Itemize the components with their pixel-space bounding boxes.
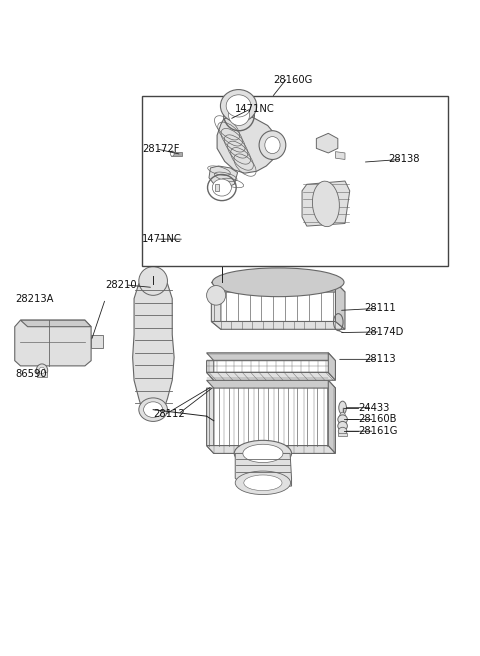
Polygon shape	[336, 282, 345, 329]
Polygon shape	[217, 113, 278, 173]
Text: 86590: 86590	[16, 369, 48, 379]
Polygon shape	[206, 373, 336, 380]
Ellipse shape	[235, 471, 290, 495]
Text: 28113: 28113	[364, 354, 396, 364]
Text: 28174D: 28174D	[364, 327, 404, 337]
Polygon shape	[328, 380, 336, 453]
Text: 28160B: 28160B	[359, 415, 397, 424]
Polygon shape	[328, 353, 336, 380]
Polygon shape	[211, 282, 345, 292]
Ellipse shape	[338, 415, 348, 424]
Ellipse shape	[228, 104, 250, 125]
Ellipse shape	[243, 444, 283, 462]
Polygon shape	[206, 353, 336, 361]
Polygon shape	[316, 133, 338, 153]
Ellipse shape	[212, 268, 344, 297]
Text: 1471NC: 1471NC	[235, 104, 275, 114]
Text: 28210: 28210	[106, 280, 137, 290]
Ellipse shape	[338, 421, 348, 430]
Ellipse shape	[244, 475, 282, 491]
Bar	[338, 433, 347, 436]
Text: 28160G: 28160G	[274, 75, 313, 85]
Text: 28161G: 28161G	[359, 426, 398, 436]
Ellipse shape	[226, 95, 251, 117]
Text: 28111: 28111	[364, 304, 396, 314]
Polygon shape	[206, 388, 214, 453]
Polygon shape	[15, 320, 91, 366]
Ellipse shape	[339, 401, 347, 414]
Ellipse shape	[234, 440, 291, 466]
Text: 28213A: 28213A	[16, 294, 54, 304]
Ellipse shape	[170, 151, 174, 156]
Text: 1471NC: 1471NC	[142, 234, 182, 244]
Ellipse shape	[39, 367, 45, 374]
Polygon shape	[206, 445, 336, 453]
Polygon shape	[209, 166, 238, 188]
Ellipse shape	[144, 402, 163, 417]
Ellipse shape	[212, 179, 231, 196]
Polygon shape	[211, 292, 221, 329]
Polygon shape	[132, 283, 174, 409]
Ellipse shape	[340, 412, 346, 420]
Ellipse shape	[265, 136, 280, 154]
Polygon shape	[235, 453, 291, 486]
Polygon shape	[21, 320, 91, 327]
Polygon shape	[206, 361, 214, 380]
Ellipse shape	[139, 266, 168, 295]
Ellipse shape	[259, 131, 286, 159]
Polygon shape	[302, 181, 350, 226]
Ellipse shape	[312, 181, 339, 226]
Polygon shape	[224, 104, 253, 119]
Bar	[37, 372, 47, 377]
Polygon shape	[211, 321, 345, 329]
Ellipse shape	[338, 427, 347, 435]
Bar	[91, 335, 103, 348]
Text: 28138: 28138	[388, 154, 420, 165]
Bar	[215, 184, 218, 191]
Polygon shape	[206, 380, 336, 388]
Text: 24433: 24433	[359, 403, 390, 413]
Polygon shape	[336, 152, 345, 159]
Ellipse shape	[206, 285, 226, 305]
Bar	[142, 96, 447, 266]
Ellipse shape	[36, 364, 48, 377]
Text: 28112: 28112	[153, 409, 185, 419]
Ellipse shape	[220, 90, 257, 122]
Text: 28172F: 28172F	[142, 144, 180, 154]
Ellipse shape	[139, 398, 168, 421]
Bar	[171, 152, 182, 155]
